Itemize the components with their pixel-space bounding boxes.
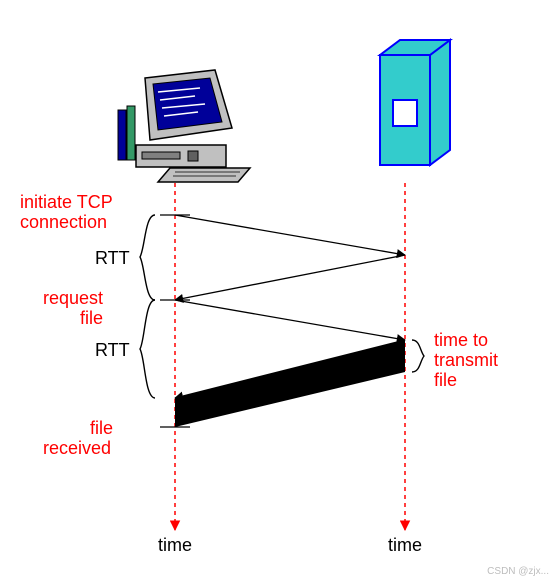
rtt-label-2: RTT [95,340,130,361]
server-icon [380,40,450,165]
rtt-brace-1 [140,215,155,300]
file-transfer-band [175,340,405,427]
transmit-label-1: time to [434,330,488,351]
client-computer-icon [118,70,250,182]
syn-arrow [175,215,405,255]
transmit-label-2: transmit [434,350,498,371]
initiate-label-1: initiate TCP [20,192,113,213]
time-label-server: time [388,535,422,556]
watermark: CSDN @zjx... [487,566,549,577]
filerecv-label-2: received [43,438,111,459]
diagram-canvas: initiate TCP connection RTT request file… [0,0,555,581]
synack-arrow [175,255,405,300]
request-label-2: file [80,308,103,329]
request-arrow [175,300,405,340]
request-label-1: request [43,288,103,309]
rtt-label-1: RTT [95,248,130,269]
transmit-brace [412,340,424,372]
transmit-label-3: file [434,370,457,391]
rtt-brace-2 [140,300,155,398]
initiate-label-2: connection [20,212,107,233]
time-label-client: time [158,535,192,556]
filerecv-label-1: file [90,418,113,439]
